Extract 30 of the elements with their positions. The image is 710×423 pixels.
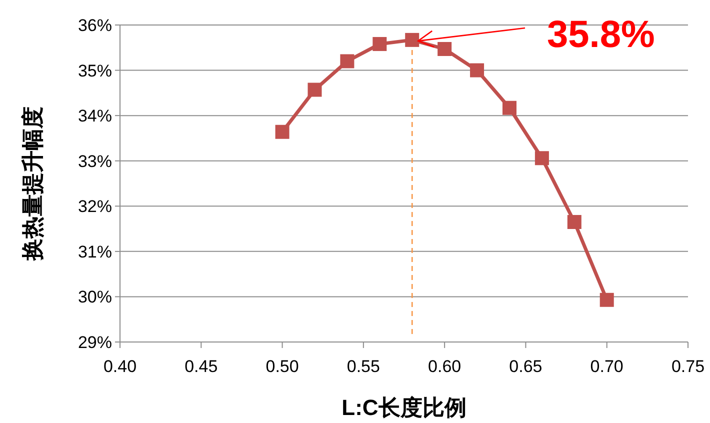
x-tick-label: 0.40 xyxy=(103,357,137,376)
x-tick-label: 0.60 xyxy=(428,357,462,376)
point xyxy=(308,82,322,97)
point xyxy=(405,32,420,47)
point xyxy=(275,124,290,139)
y-tick-label: 33% xyxy=(78,152,112,171)
y-tick-label: 32% xyxy=(78,197,112,216)
x-tick-label: 0.75 xyxy=(671,357,705,376)
x-tick-label: 0.55 xyxy=(346,357,380,376)
y-tick-label: 30% xyxy=(78,288,112,307)
x-axis-title: L:C长度比例 xyxy=(342,395,466,420)
y-tick-label: 29% xyxy=(78,333,112,352)
point xyxy=(340,54,354,68)
point xyxy=(438,42,452,56)
y-axis-title: 换热量提升幅度 xyxy=(20,106,45,262)
y-tick-label: 36% xyxy=(78,16,112,35)
point xyxy=(372,37,387,52)
y-tick-label: 34% xyxy=(78,106,112,126)
x-tick-label: 0.50 xyxy=(266,357,299,376)
point xyxy=(470,63,484,78)
x-tick-label: 0.65 xyxy=(509,357,542,376)
annotation: 35.8% xyxy=(547,14,655,56)
x-tick-label: 0.45 xyxy=(184,357,218,376)
point xyxy=(534,151,549,166)
point xyxy=(502,100,516,115)
point xyxy=(600,292,614,307)
point xyxy=(567,214,582,229)
x-tick-label: 0.70 xyxy=(590,357,624,376)
y-tick-label: 35% xyxy=(78,61,112,80)
y-tick-label: 31% xyxy=(78,242,112,262)
